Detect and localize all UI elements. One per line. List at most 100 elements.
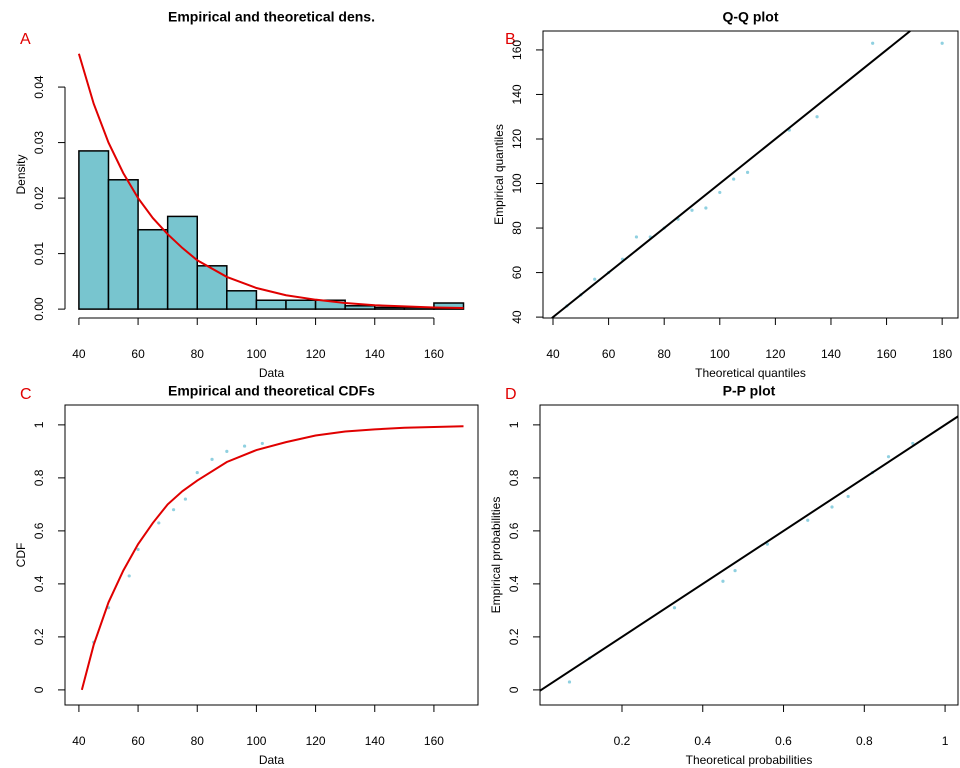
- x-tick-label: 100: [246, 734, 266, 748]
- data-point: [127, 574, 131, 578]
- y-tick-label: 1: [32, 421, 46, 428]
- y-tick-label: 160: [510, 40, 524, 60]
- bar: [107, 179, 139, 310]
- data-point: [195, 470, 199, 475]
- y-axis-label: CDF: [14, 543, 28, 568]
- x-tick-label: 0.4: [694, 734, 711, 748]
- data-point: [815, 115, 819, 119]
- density-curve: [77, 53, 464, 310]
- data-point: [940, 41, 944, 45]
- x-tick-label: 160: [424, 734, 444, 748]
- x-tick-label: 120: [306, 734, 326, 748]
- chart-title: Q-Q plot: [723, 9, 779, 25]
- panel-label: C: [20, 386, 32, 403]
- x-tick-label: 0.6: [775, 734, 792, 748]
- y-tick-label: 0.01: [32, 242, 46, 266]
- data-point: [183, 497, 188, 501]
- data-point: [567, 680, 572, 684]
- panel-label: B: [505, 31, 516, 48]
- data-point: [157, 521, 161, 525]
- x-tick-label: 140: [365, 734, 385, 748]
- x-tick-label: 40: [546, 347, 560, 361]
- y-tick-label: 100: [510, 173, 524, 193]
- y-tick-label: 0.6: [507, 522, 521, 539]
- bar: [433, 302, 465, 310]
- data-point: [871, 41, 875, 45]
- data-point: [721, 579, 725, 583]
- y-axis-label: Density: [14, 154, 28, 194]
- x-tick-label: 100: [246, 347, 266, 361]
- bar: [255, 299, 287, 310]
- y-tick-label: 0.04: [32, 75, 46, 99]
- x-tick-label: 80: [658, 347, 672, 361]
- x-tick-label: 160: [424, 347, 444, 361]
- y-tick-label: 120: [510, 129, 524, 149]
- x-tick-label: 60: [131, 734, 145, 748]
- y-tick-label: 0.8: [32, 469, 46, 486]
- y-tick-label: 0.02: [32, 186, 46, 210]
- y-tick-label: 60: [510, 266, 524, 280]
- bar: [137, 228, 169, 310]
- bar: [285, 299, 317, 310]
- y-axis-label: Empirical quantiles: [492, 124, 506, 225]
- x-tick-label: 160: [877, 347, 897, 361]
- y-tick-label: 0.4: [32, 575, 46, 592]
- data-point: [704, 206, 708, 210]
- x-axis-label: Data: [259, 366, 285, 380]
- plot-box: [539, 404, 959, 706]
- y-tick-label: 0: [32, 686, 46, 693]
- data-point: [806, 518, 810, 522]
- x-tick-label: 0.2: [614, 734, 631, 748]
- x-tick-label: 100: [710, 347, 730, 361]
- chart-title: Empirical and theoretical dens.: [168, 9, 375, 25]
- x-axis-label: Data: [259, 753, 285, 767]
- data-point: [171, 508, 176, 512]
- data-point: [225, 449, 229, 453]
- bar: [226, 290, 258, 310]
- panel-label: A: [20, 31, 31, 48]
- plot-box: [64, 404, 479, 706]
- y-tick-label: 0.2: [507, 628, 521, 645]
- y-tick-label: 40: [510, 310, 524, 324]
- x-tick-label: 80: [191, 734, 205, 748]
- chart-title: P-P plot: [723, 383, 776, 399]
- data-point: [593, 277, 597, 281]
- data-point: [136, 547, 140, 552]
- bar: [344, 305, 376, 310]
- x-tick-label: 40: [72, 734, 86, 748]
- data-point: [242, 444, 247, 448]
- bar: [314, 299, 346, 310]
- data-point: [733, 569, 737, 573]
- chart-title: Empirical and theoretical CDFs: [168, 383, 375, 399]
- data-point: [846, 494, 850, 499]
- x-tick-label: 120: [306, 347, 326, 361]
- bar: [196, 265, 228, 310]
- x-tick-label: 40: [72, 347, 86, 361]
- x-axis-label: Theoretical probabilities: [686, 753, 813, 767]
- plot-box: [542, 30, 959, 319]
- x-tick-label: 140: [821, 347, 841, 361]
- data-point: [911, 441, 915, 446]
- data-point: [765, 542, 769, 546]
- panel-label: D: [505, 386, 517, 403]
- data-point: [634, 235, 638, 239]
- cdf-curve: [80, 425, 464, 691]
- bar: [374, 306, 406, 310]
- y-tick-label: 0.8: [507, 469, 521, 486]
- x-tick-label: 60: [602, 347, 616, 361]
- bar: [78, 150, 110, 310]
- bar: [166, 215, 198, 310]
- x-tick-label: 140: [365, 347, 385, 361]
- y-tick-label: 0.03: [32, 131, 46, 155]
- y-tick-label: 0.6: [32, 522, 46, 539]
- y-tick-label: 0: [507, 686, 521, 693]
- x-tick-label: 60: [131, 347, 145, 361]
- data-point: [260, 441, 264, 446]
- data-point: [672, 606, 677, 610]
- data-point: [886, 455, 891, 459]
- data-point: [690, 208, 694, 212]
- y-axis-label: Empirical probabilities: [489, 497, 503, 614]
- data-point: [210, 457, 214, 461]
